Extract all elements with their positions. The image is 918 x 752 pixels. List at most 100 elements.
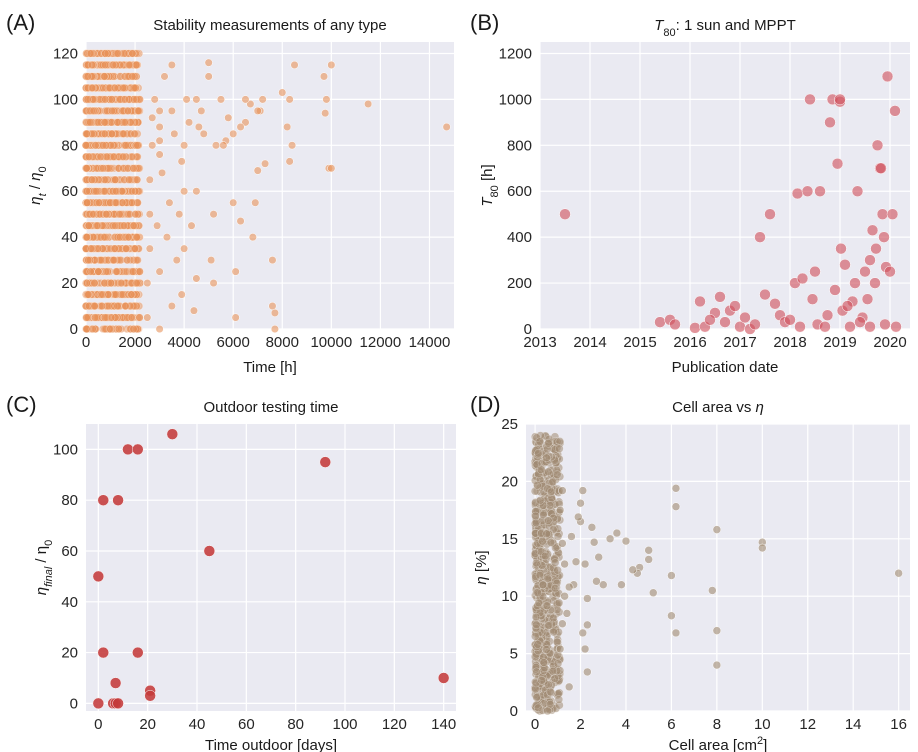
data-point	[170, 129, 179, 138]
chart-title-d: Cell area vs η	[672, 399, 764, 416]
x-tick-label: 2016	[673, 334, 706, 351]
data-point	[158, 168, 167, 177]
x-tick-label: 2013	[523, 334, 556, 351]
x-tick-label: 2019	[823, 334, 856, 351]
data-point	[268, 301, 277, 311]
data-point	[866, 224, 879, 237]
data-point	[112, 187, 121, 196]
data-point	[130, 95, 139, 104]
data-point	[99, 164, 108, 173]
x-tick-label: 0	[531, 716, 539, 733]
data-point	[101, 49, 110, 58]
data-point	[548, 477, 557, 487]
data-point	[115, 210, 124, 219]
data-point	[712, 660, 722, 670]
data-point	[89, 210, 98, 219]
data-point	[288, 141, 297, 150]
data-point	[834, 93, 846, 106]
data-point	[119, 83, 128, 92]
x-axis-label-d-part: ]	[763, 737, 767, 752]
x-tick-label: 8000	[266, 334, 299, 351]
data-point	[587, 523, 597, 532]
y-axis-label-a-part: η	[27, 172, 44, 180]
panel-letter-a: (A)	[6, 10, 35, 35]
data-point	[112, 290, 121, 299]
data-point	[841, 300, 854, 312]
data-point	[890, 320, 902, 333]
data-point	[109, 152, 118, 161]
data-point	[86, 267, 95, 276]
data-point	[130, 129, 139, 138]
data-point	[559, 208, 571, 220]
data-point	[555, 644, 565, 654]
data-point	[835, 242, 847, 255]
data-point	[122, 443, 134, 456]
data-point	[93, 221, 102, 230]
data-point	[182, 95, 191, 104]
data-point	[533, 588, 542, 597]
data-point	[109, 677, 122, 689]
data-point	[132, 443, 144, 456]
data-point	[167, 106, 176, 115]
data-point	[199, 129, 208, 138]
data-point	[204, 58, 213, 67]
data-point	[583, 667, 592, 677]
data-point	[550, 558, 560, 567]
data-point	[283, 122, 292, 132]
x-tick-label: 8	[713, 716, 721, 733]
data-point	[119, 152, 128, 161]
chart-title-b-part: T	[654, 17, 665, 34]
data-point	[165, 198, 174, 207]
data-point	[574, 512, 583, 522]
data-point	[539, 658, 548, 667]
y-tick-label: 40	[61, 594, 78, 611]
data-point	[192, 187, 201, 196]
data-point	[143, 313, 152, 322]
data-point	[100, 72, 109, 81]
data-point	[583, 594, 592, 603]
data-point	[145, 210, 154, 219]
data-point	[87, 60, 96, 69]
data-point	[319, 456, 332, 468]
data-point	[437, 672, 450, 684]
data-point	[133, 256, 142, 265]
data-point	[809, 265, 821, 278]
data-point	[689, 322, 701, 334]
x-tick-label: 2018	[773, 334, 806, 351]
x-tick-label: 80	[287, 716, 304, 733]
data-point	[236, 122, 245, 132]
data-point	[869, 277, 881, 289]
y-axis-label-c-part: η	[33, 587, 50, 595]
y-tick-label: 600	[507, 183, 532, 200]
data-point	[192, 274, 201, 283]
data-point	[124, 106, 133, 115]
data-point	[804, 93, 816, 106]
data-point	[549, 613, 558, 623]
y-tick-label: 0	[524, 321, 532, 338]
data-point	[554, 695, 564, 704]
data-point	[113, 118, 122, 127]
y-tick-label: 0	[510, 703, 518, 720]
data-point	[538, 537, 547, 546]
data-point	[532, 620, 541, 629]
data-point	[92, 570, 105, 583]
data-point	[654, 316, 666, 328]
data-point	[180, 141, 189, 150]
data-point	[531, 632, 540, 641]
data-point	[110, 244, 119, 253]
data-point	[97, 646, 110, 659]
x-tick-label: 4	[622, 716, 630, 733]
data-point	[558, 539, 567, 548]
data-point	[109, 256, 118, 265]
data-point	[534, 598, 544, 608]
data-points	[82, 49, 451, 334]
data-point	[131, 210, 140, 219]
data-point	[605, 534, 615, 544]
x-axis-label-a: Time [h]	[243, 359, 297, 376]
data-point	[145, 244, 154, 253]
x-tick-label: 10000	[310, 334, 352, 351]
data-point	[667, 571, 676, 580]
y-tick-label: 5	[510, 646, 518, 663]
data-point	[129, 325, 138, 334]
data-point	[121, 302, 130, 311]
